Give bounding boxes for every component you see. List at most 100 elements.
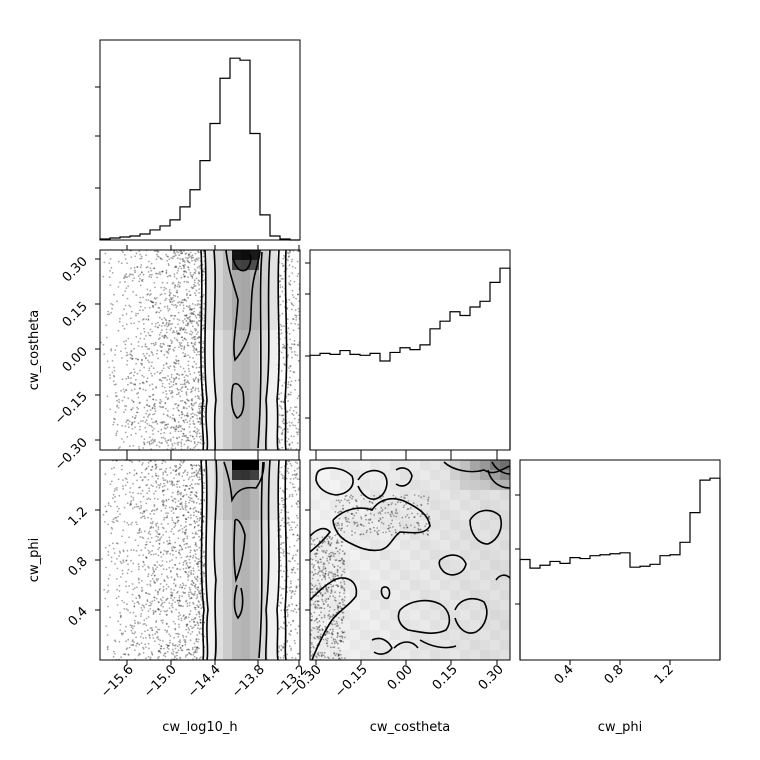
density-cell [310, 650, 321, 660]
scatter-point [175, 507, 177, 510]
scatter-point [135, 550, 138, 552]
scatter-point [190, 413, 193, 416]
scatter-point [141, 381, 144, 384]
density-cell [268, 610, 278, 621]
density-cell [241, 360, 251, 371]
scatter-point [202, 521, 205, 523]
scatter-point [166, 474, 169, 476]
scatter-point [180, 605, 183, 607]
scatter-point [403, 504, 406, 507]
density-cell [440, 460, 451, 471]
scatter-point [141, 489, 144, 492]
scatter-point [371, 501, 373, 504]
scatter-point [193, 501, 195, 504]
scatter-point [121, 425, 123, 427]
scatter-point [324, 633, 327, 636]
scatter-point [278, 397, 280, 400]
scatter-point [203, 378, 205, 381]
scatter-point [295, 585, 298, 588]
scatter-point [194, 304, 197, 306]
scatter-point [161, 325, 163, 327]
scatter-point [192, 471, 195, 474]
scatter-point [332, 577, 335, 580]
scatter-point [168, 644, 171, 647]
scatter-point [145, 657, 147, 660]
scatter-point [199, 621, 202, 624]
scatter-point [152, 398, 155, 401]
scatter-point [336, 550, 339, 553]
scatter-point [193, 525, 196, 528]
scatter-point [142, 561, 145, 564]
scatter-point [197, 558, 200, 560]
scatter-point [176, 486, 179, 488]
scatter-point [283, 363, 285, 365]
density-cell [340, 470, 351, 481]
scatter-point [334, 623, 336, 626]
scatter-point [134, 384, 137, 386]
scatter-point [197, 429, 200, 431]
scatter-point [178, 604, 180, 606]
scatter-point [342, 640, 344, 643]
scatter-point [183, 314, 186, 317]
density-cell [410, 610, 421, 621]
scatter-point [149, 656, 152, 659]
scatter-point [147, 479, 150, 481]
scatter-point [330, 538, 333, 541]
scatter-point [163, 337, 166, 339]
scatter-point [329, 558, 331, 560]
scatter-point [195, 348, 198, 350]
scatter-point [387, 511, 390, 514]
scatter-point [324, 625, 327, 628]
scatter-point [142, 560, 145, 563]
scatter-point [169, 639, 171, 642]
scatter-point [154, 250, 156, 253]
scatter-point [190, 517, 192, 519]
density-cell [268, 400, 278, 411]
density-cell [360, 460, 371, 471]
density-cell [450, 460, 461, 471]
scatter-point [116, 423, 119, 426]
scatter-point [142, 554, 145, 556]
scatter-point [292, 329, 295, 332]
scatter-point [187, 516, 190, 519]
scatter-point [162, 471, 165, 474]
scatter-point [417, 529, 420, 531]
density-cell [360, 650, 371, 660]
scatter-point [192, 582, 195, 585]
scatter-point [341, 637, 344, 639]
scatter-point [322, 568, 325, 571]
scatter-point [294, 657, 297, 660]
scatter-point [188, 488, 191, 490]
scatter-point [130, 424, 133, 426]
density-cell [250, 470, 260, 481]
scatter-point [196, 575, 199, 578]
scatter-point [190, 341, 193, 344]
scatter-point [149, 328, 152, 331]
scatter-point [369, 528, 372, 531]
scatter-point [297, 293, 299, 296]
scatter-point [349, 496, 351, 499]
scatter-point [160, 509, 163, 512]
density-cell [268, 500, 278, 511]
density-cell [310, 480, 321, 491]
scatter-point [401, 516, 404, 519]
scatter-point [155, 610, 157, 613]
density-cell [223, 430, 233, 441]
scatter-point [286, 606, 288, 608]
scatter-point [287, 259, 289, 262]
scatter-point [168, 382, 171, 385]
scatter-point [124, 276, 127, 278]
scatter-point [194, 550, 197, 552]
scatter-point [127, 423, 130, 425]
scatter-point [182, 484, 185, 487]
density-cell [223, 480, 233, 491]
scatter-point [152, 572, 154, 575]
scatter-point [157, 608, 160, 611]
scatter-point [174, 430, 177, 433]
scatter-point [193, 351, 196, 353]
density-cell [440, 470, 451, 481]
scatter-point [175, 608, 178, 611]
scatter-point [280, 509, 283, 511]
scatter-point [158, 484, 161, 487]
scatter-point [120, 632, 123, 635]
